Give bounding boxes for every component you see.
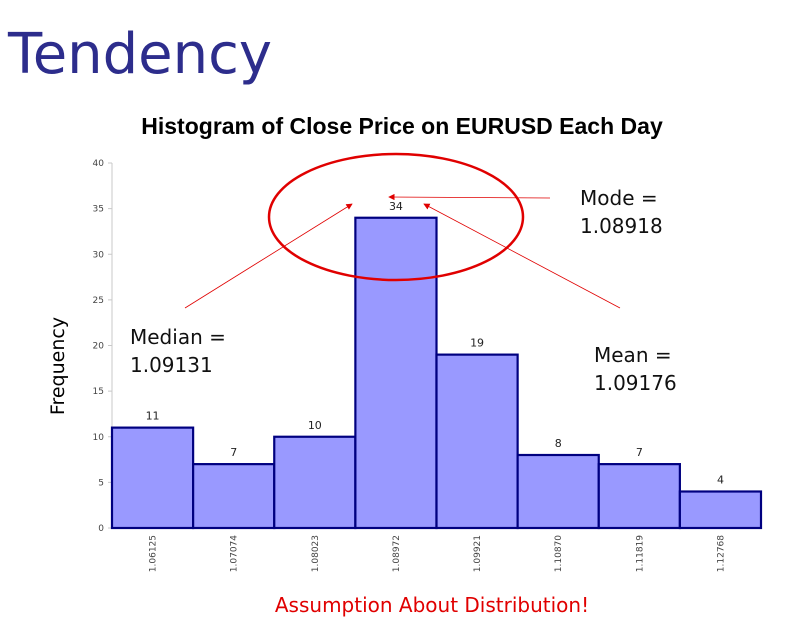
histogram-bar — [273, 435, 357, 530]
bar-data-label: 11 — [146, 410, 160, 423]
y-tick-label: 30 — [93, 250, 105, 260]
bar-data-label: 4 — [717, 474, 724, 487]
x-tick-label: 1.12768 — [716, 535, 726, 572]
x-tick-label: 1.09921 — [473, 535, 483, 572]
mean-arrow — [423, 203, 621, 309]
x-tick-label: 1.06125 — [149, 535, 159, 572]
mode-label: Mode = — [580, 186, 658, 210]
y-tick-label: 20 — [93, 342, 105, 352]
footer-note: Assumption About Distribution! — [274, 593, 590, 617]
histogram-bar — [354, 216, 438, 530]
bar-data-label: 8 — [555, 437, 562, 450]
chart-title: Histogram of Close Price on EURUSD Each … — [141, 113, 663, 139]
chart-axes: 0 5 10 15 20 25 30 35 40 1.06125 1.07074 1.08023 1.0… — [93, 159, 727, 572]
mean-value: 1.09176 — [594, 371, 677, 395]
histogram-bar — [192, 463, 276, 530]
y-tick-label: 0 — [98, 524, 104, 534]
mean-label: Mean = — [594, 343, 672, 367]
y-tick-label: 40 — [93, 159, 105, 169]
histogram-bar — [678, 490, 763, 530]
y-tick-label: 35 — [93, 205, 104, 215]
slide-title: Tendency — [8, 22, 273, 87]
chart-annotations — [184, 152, 621, 309]
bar-data-label: 19 — [470, 337, 484, 350]
bar-data-label: 10 — [308, 419, 322, 432]
x-tick-label: 1.08972 — [392, 535, 402, 572]
x-tick-label: 1.10870 — [554, 535, 564, 572]
x-tick-label: 1.11819 — [635, 535, 645, 572]
mean-annotation: Mean = 1.09176 — [594, 341, 677, 397]
bar-data-label: 7 — [230, 446, 237, 459]
histogram-bar — [597, 463, 681, 530]
mode-value: 1.08918 — [580, 214, 663, 238]
histogram-bar — [435, 353, 519, 530]
mode-highlight-ellipse — [267, 152, 525, 282]
median-arrow — [184, 203, 353, 309]
histogram-bar — [516, 453, 600, 530]
y-tick-label: 5 — [98, 478, 104, 488]
y-tick-label: 15 — [93, 387, 104, 397]
bar-data-label: 34 — [389, 200, 403, 213]
bar-data-label: 7 — [636, 446, 643, 459]
median-annotation: Median = 1.09131 — [130, 323, 226, 379]
x-tick-label: 1.08023 — [311, 535, 321, 572]
mode-arrow — [388, 193, 551, 201]
x-tick-label: 1.07074 — [230, 535, 240, 572]
chart-bars: 11 7 10 34 19 8 7 4 — [110, 200, 763, 530]
y-tick-label: 10 — [93, 433, 105, 443]
y-tick-label: 25 — [93, 296, 104, 306]
median-value: 1.09131 — [130, 353, 213, 377]
histogram-bar — [110, 426, 195, 530]
mode-annotation: Mode = 1.08918 — [580, 184, 663, 240]
median-label: Median = — [130, 325, 226, 349]
